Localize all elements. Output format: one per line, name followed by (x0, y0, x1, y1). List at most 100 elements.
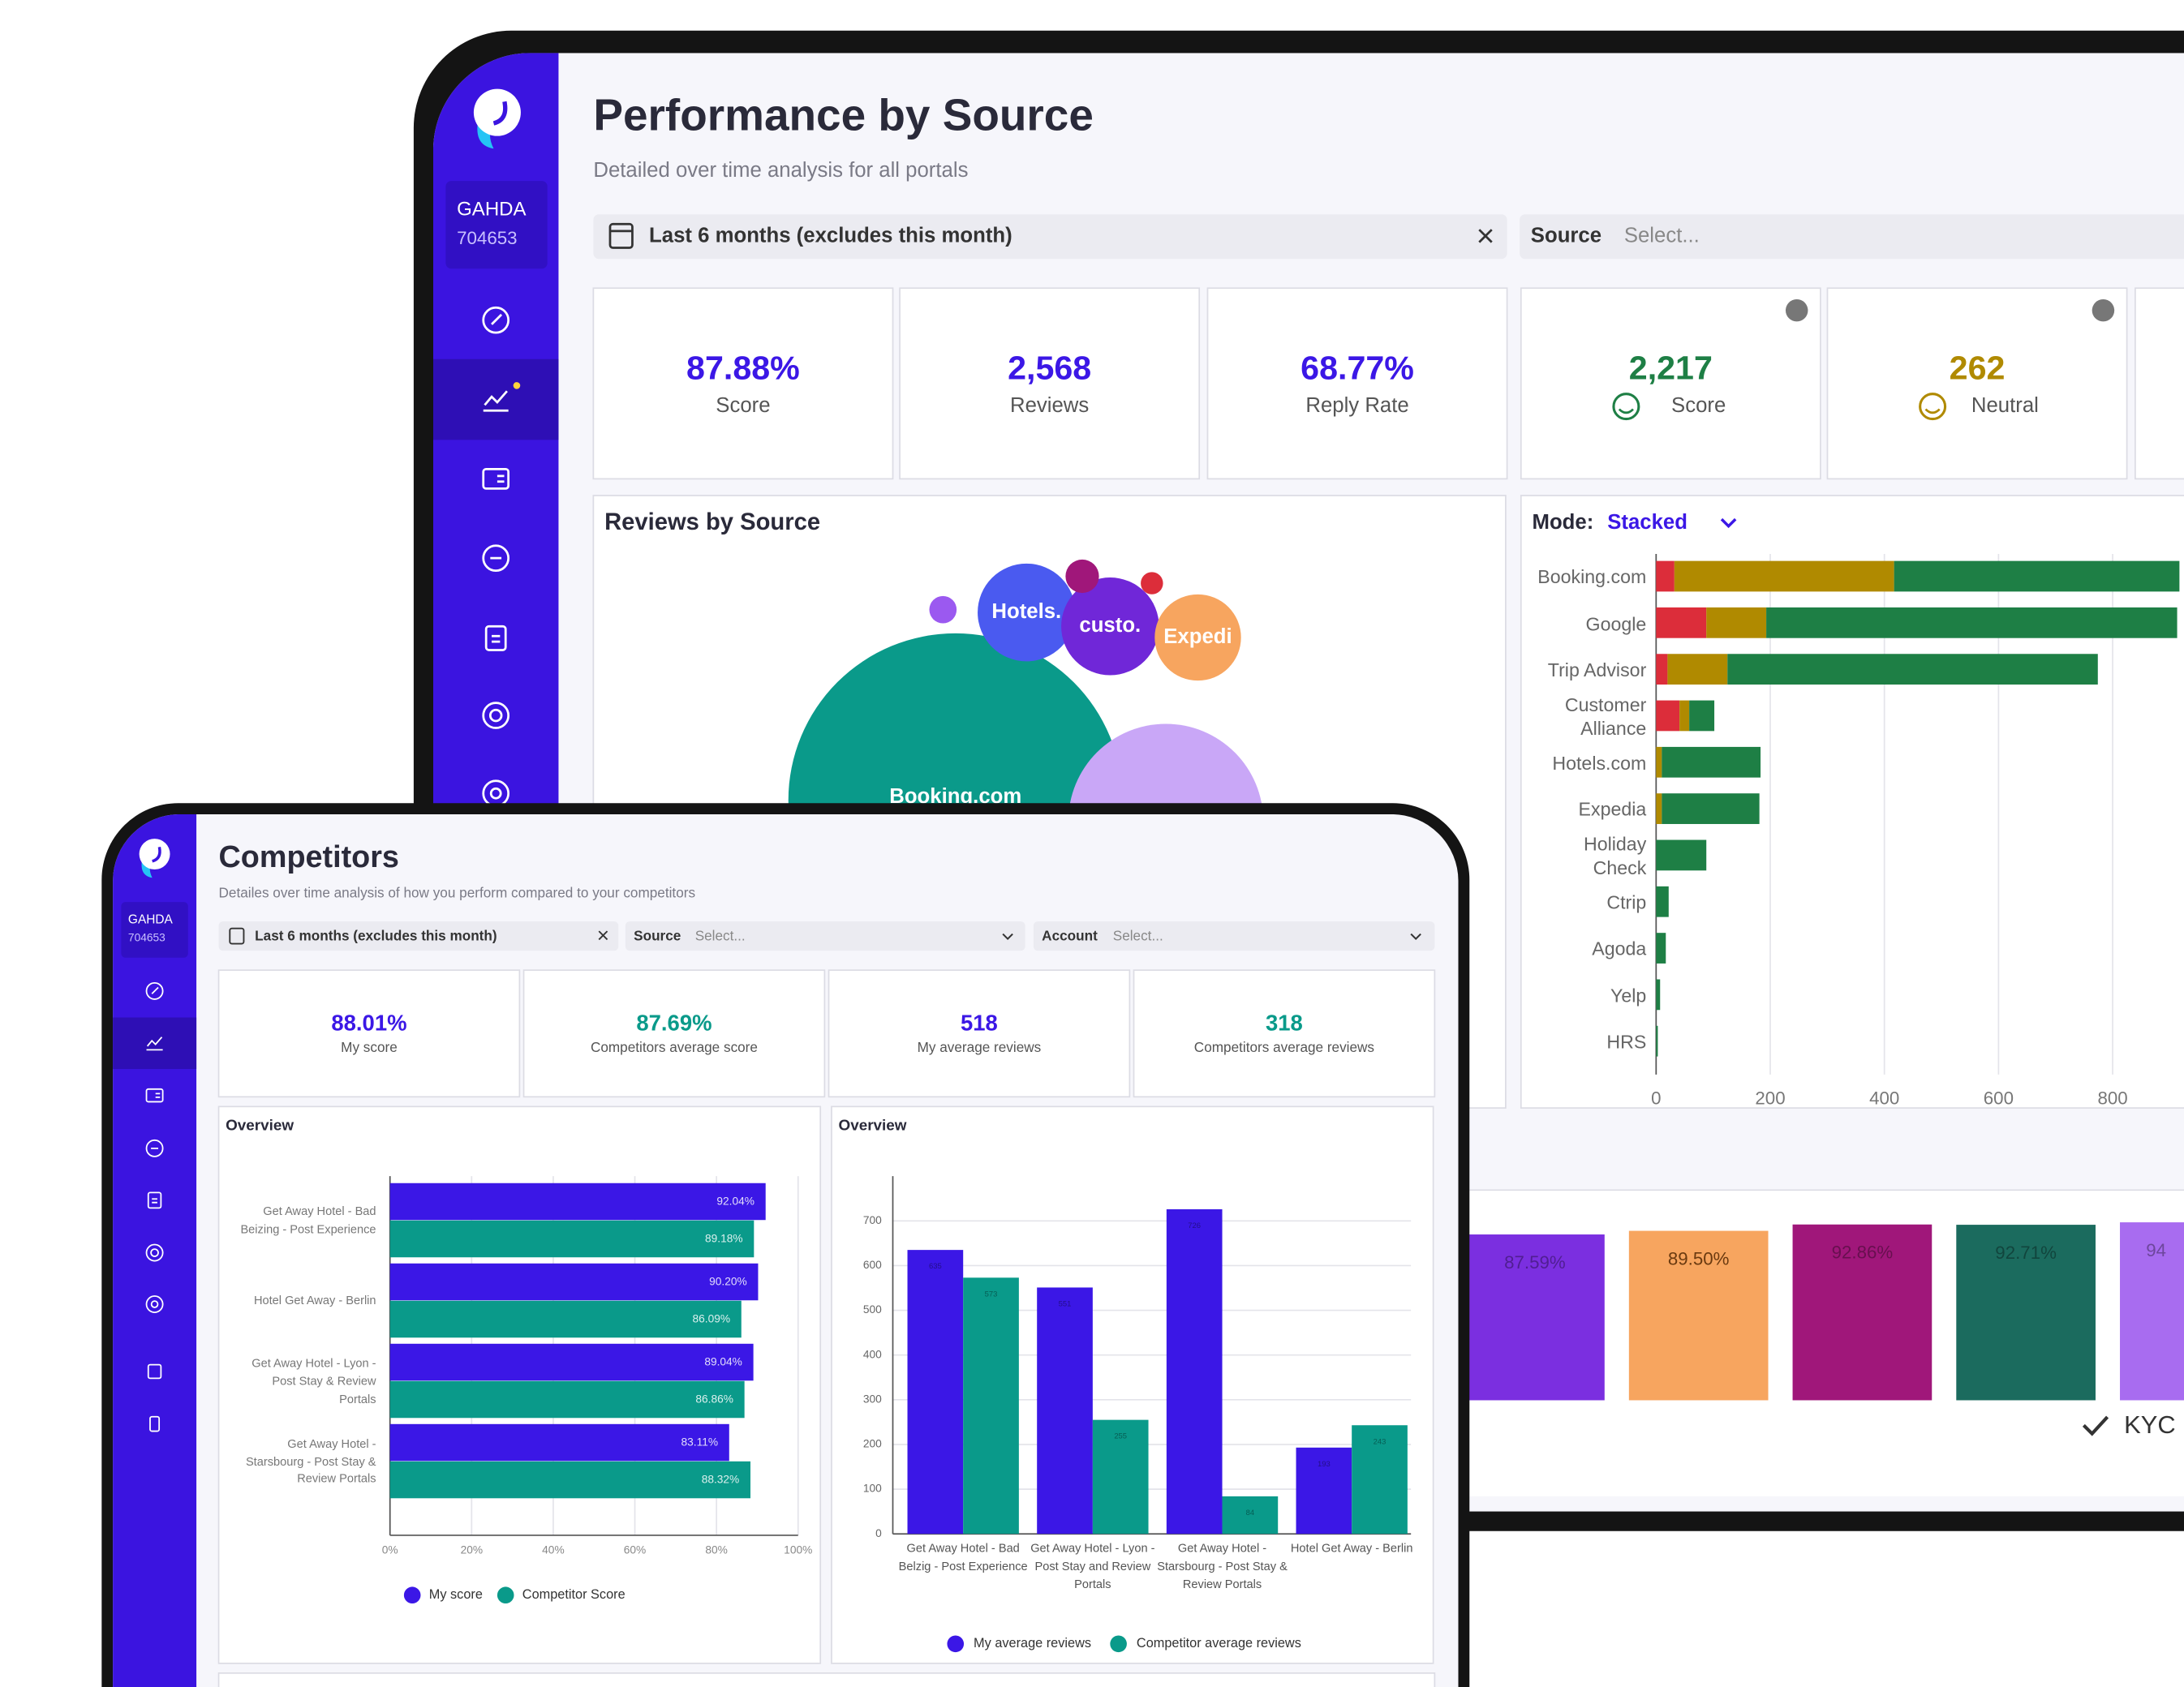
back-org-id: 704653 (457, 228, 517, 248)
bar (963, 1277, 1019, 1535)
mode-value[interactable]: Stacked (1607, 511, 1687, 534)
info-icon (1785, 298, 1808, 322)
bar-segment (1706, 607, 1767, 638)
compass-icon[interactable] (491, 313, 503, 325)
legend-label: My score (429, 1587, 483, 1602)
kpi-label: Reviews (1010, 394, 1089, 417)
category-label: Get Away Hotel - Bad Belzig - Post Exper… (898, 1540, 1028, 1573)
back-date-filter[interactable] (593, 214, 1507, 260)
bar-segment (1656, 1025, 1658, 1057)
bar (389, 1343, 754, 1381)
clip-icon[interactable] (492, 634, 501, 643)
score-chart-title: Overview (226, 1117, 294, 1134)
front-source-filter[interactable] (625, 921, 1025, 951)
chevron[interactable] (1410, 933, 1421, 941)
compass-icon[interactable] (151, 986, 159, 994)
kpi-value: 68.77% (1301, 349, 1414, 386)
bar (1166, 1208, 1223, 1535)
bar-segment (1727, 654, 2098, 685)
chart-icon[interactable] (483, 390, 509, 412)
bubble (1065, 559, 1099, 594)
bar (389, 1461, 750, 1499)
mode-chevron[interactable] (1720, 517, 1737, 529)
bubble (1061, 577, 1159, 676)
category-label: Hotels.com (1552, 753, 1647, 774)
card-icon[interactable] (145, 1088, 164, 1103)
front-screen: GAHDA 704653 Competitors Detailes over t… (113, 813, 1459, 1687)
bar-segment (1894, 560, 2180, 592)
category-label-box: Hotels.com (1552, 753, 1647, 774)
gear-icon[interactable] (489, 787, 502, 800)
x-tick-label: 0 (1651, 1088, 1661, 1109)
category-label: Ctrip (1606, 892, 1647, 913)
bar (907, 1250, 964, 1535)
kpi-value: 88.01% (331, 1010, 406, 1035)
legend-swatch (403, 1586, 421, 1604)
bar-value-label: 89.04% (704, 1356, 742, 1368)
target-icon[interactable] (488, 708, 503, 723)
legend-swatch (947, 1635, 965, 1653)
card-icon[interactable] (497, 474, 505, 483)
clear-icon[interactable] (1478, 229, 1493, 243)
category-label-box: Customer Alliance (1565, 694, 1646, 740)
category-label-box: Expedia (1579, 799, 1647, 820)
back-date-filter-text: Last 6 months (excludes this month) (649, 225, 1012, 247)
bar-value-label: 94 (2146, 1240, 2166, 1260)
target-icon[interactable] (145, 1243, 164, 1262)
clip-icon[interactable] (484, 625, 507, 651)
target-icon[interactable] (150, 1248, 159, 1257)
front-source-placeholder: Select... (695, 928, 746, 944)
kpi-value: 2,568 (1008, 349, 1091, 386)
category-label-box: Get Away Hotel - Bad Belzig - Post Exper… (898, 1540, 1028, 1573)
logo (473, 88, 521, 136)
front-account-filter[interactable] (1033, 921, 1435, 951)
front-date-filter[interactable] (218, 921, 619, 951)
info-icon (2092, 298, 2115, 322)
front-title: Competitors (219, 840, 399, 874)
bar (389, 1220, 755, 1258)
bar-value-label: 83.11% (681, 1436, 719, 1449)
x-tick-label: 600 (1984, 1088, 2014, 1109)
chat-icon[interactable] (482, 544, 510, 573)
category-label: Get Away Hotel - Lyon - Post Stay & Revi… (252, 1356, 376, 1406)
compass-icon[interactable] (145, 981, 164, 1000)
category-label: HRS (1606, 1032, 1647, 1053)
bar-segment (1656, 654, 1668, 685)
sentiment-icon (1919, 393, 1947, 421)
bar (389, 1300, 742, 1338)
clip-icon[interactable] (147, 1191, 162, 1209)
category-label: Google (1585, 613, 1647, 634)
kpi-value: 2,217 (1629, 349, 1713, 386)
bar (389, 1380, 745, 1419)
calendar-icon (608, 222, 634, 249)
chart-icon[interactable] (146, 1037, 163, 1051)
reviews-chart-title: Overview (839, 1117, 907, 1134)
category-label: Yelp (1610, 985, 1647, 1007)
back-source-filter[interactable] (1520, 214, 2184, 260)
x-tick-label: 200 (1755, 1088, 1785, 1109)
clip-icon[interactable] (152, 1198, 157, 1204)
kpi-label: My score (341, 1039, 398, 1055)
doc-icon[interactable] (147, 1363, 162, 1380)
x-tick-label: 60% (624, 1543, 646, 1556)
category-label: Agoda (1592, 938, 1647, 960)
category-label: Holiday Check (1583, 833, 1647, 879)
kpi-value: 518 (961, 1010, 998, 1035)
front-org-box (121, 902, 188, 958)
legend-label: Competitor Score (522, 1587, 626, 1602)
target-icon[interactable] (482, 702, 510, 729)
gear-icon[interactable] (145, 1295, 164, 1313)
card-icon[interactable] (482, 467, 510, 490)
chevron[interactable] (1002, 933, 1013, 941)
chat-icon[interactable] (145, 1139, 164, 1157)
bar-segment (1689, 700, 1715, 732)
gear-icon[interactable] (150, 1300, 159, 1308)
bar-segment (1662, 793, 1760, 824)
phone-icon[interactable] (149, 1415, 161, 1432)
kpi-card (828, 969, 1131, 1098)
bar-segment (1656, 607, 1707, 638)
compass-icon[interactable] (482, 306, 510, 334)
clear-icon[interactable] (598, 930, 608, 941)
kpi-value: 262 (1950, 349, 2006, 386)
card-icon[interactable] (155, 1092, 161, 1098)
